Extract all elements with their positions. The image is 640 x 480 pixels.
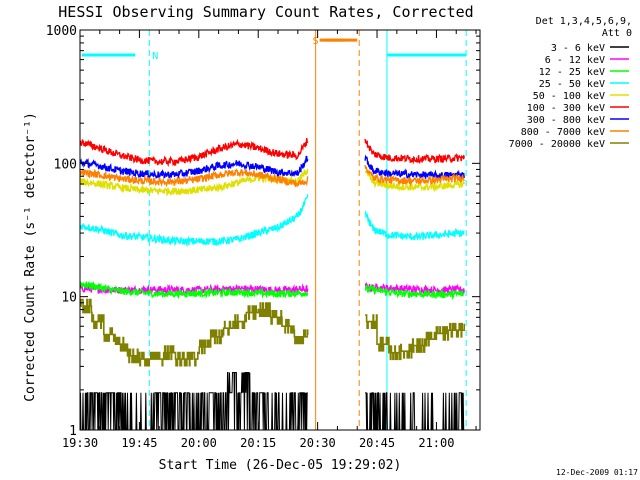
series-7000-20000-kev-1 <box>365 314 465 361</box>
series-100-300-kev-0 <box>79 138 309 168</box>
x-tick-label-19-30: 19:30 <box>62 436 98 450</box>
marker-label-n: N <box>152 51 158 62</box>
legend-label-7000-20000-kev: 7000 - 20000 keV <box>509 139 605 150</box>
series-3-6-kev-1 <box>365 392 465 431</box>
series-7000-20000-kev-0 <box>80 298 309 367</box>
x-tick-label-21-00: 21:00 <box>418 436 454 450</box>
y-tick-label-100: 100 <box>54 157 77 172</box>
y-tick-label-1000: 1000 <box>46 24 77 39</box>
legend-label-300-800-kev: 300 - 800 keV <box>527 115 605 126</box>
marker-label-s: S <box>313 36 319 47</box>
series-12-25-kev-0 <box>79 280 309 300</box>
legend-label-6-12-kev: 6 - 12 keV <box>545 55 605 66</box>
x-axis-label: Start Time (26-Dec-05 19:29:02) <box>159 458 402 473</box>
series-800-7000-kev-1 <box>364 165 465 187</box>
series-25-50-kev-0 <box>79 194 309 248</box>
x-tick-label-19-45: 19:45 <box>121 436 157 450</box>
legend-label-3-6-kev: 3 - 6 keV <box>551 43 605 54</box>
legend-label-50-100-kev: 50 - 100 keV <box>533 91 605 102</box>
series-12-25-kev-1 <box>364 283 465 301</box>
series-800-7000-kev-0 <box>79 168 309 188</box>
series-100-300-kev-1 <box>364 138 465 165</box>
series-25-50-kev-1 <box>364 210 465 241</box>
legend-label-25-50-kev: 25 - 50 keV <box>539 79 605 90</box>
legend-header-1: Att 0 <box>602 28 632 39</box>
plot-frame <box>79 29 481 431</box>
legend-label-12-25-kev: 12 - 25 keV <box>539 67 605 78</box>
series-300-800-kev-0 <box>79 155 309 179</box>
series-50-100-kev-0 <box>79 168 309 197</box>
y-tick-label-1: 1 <box>69 424 77 439</box>
series-300-800-kev-1 <box>364 154 465 182</box>
y-tick-label-10: 10 <box>61 291 77 306</box>
legend-label-800-7000-kev: 800 - 7000 keV <box>521 127 605 138</box>
series-50-100-kev-1 <box>364 169 465 193</box>
x-tick-label-20-45: 20:45 <box>359 436 395 450</box>
legend-header-0: Det 1,3,4,5,6,9, <box>536 16 632 27</box>
x-tick-label-20-30: 20:30 <box>300 436 336 450</box>
x-tick-label-20-15: 20:15 <box>240 436 276 450</box>
legend-label-100-300-kev: 100 - 300 keV <box>527 103 605 114</box>
y-axis-label: Corrected Count Rate (s⁻¹ detector⁻¹) <box>23 112 38 402</box>
x-tick-label-20-00: 20:00 <box>181 436 217 450</box>
timestamp-stamp: 12-Dec-2009 01:17 <box>556 468 638 477</box>
chart-title: HESSI Observing Summary Count Rates, Cor… <box>58 3 473 21</box>
axes-layer: 19:30 19:45 20:00 20:15 20:30 20:45 21:00 1 10 10… <box>46 24 480 450</box>
